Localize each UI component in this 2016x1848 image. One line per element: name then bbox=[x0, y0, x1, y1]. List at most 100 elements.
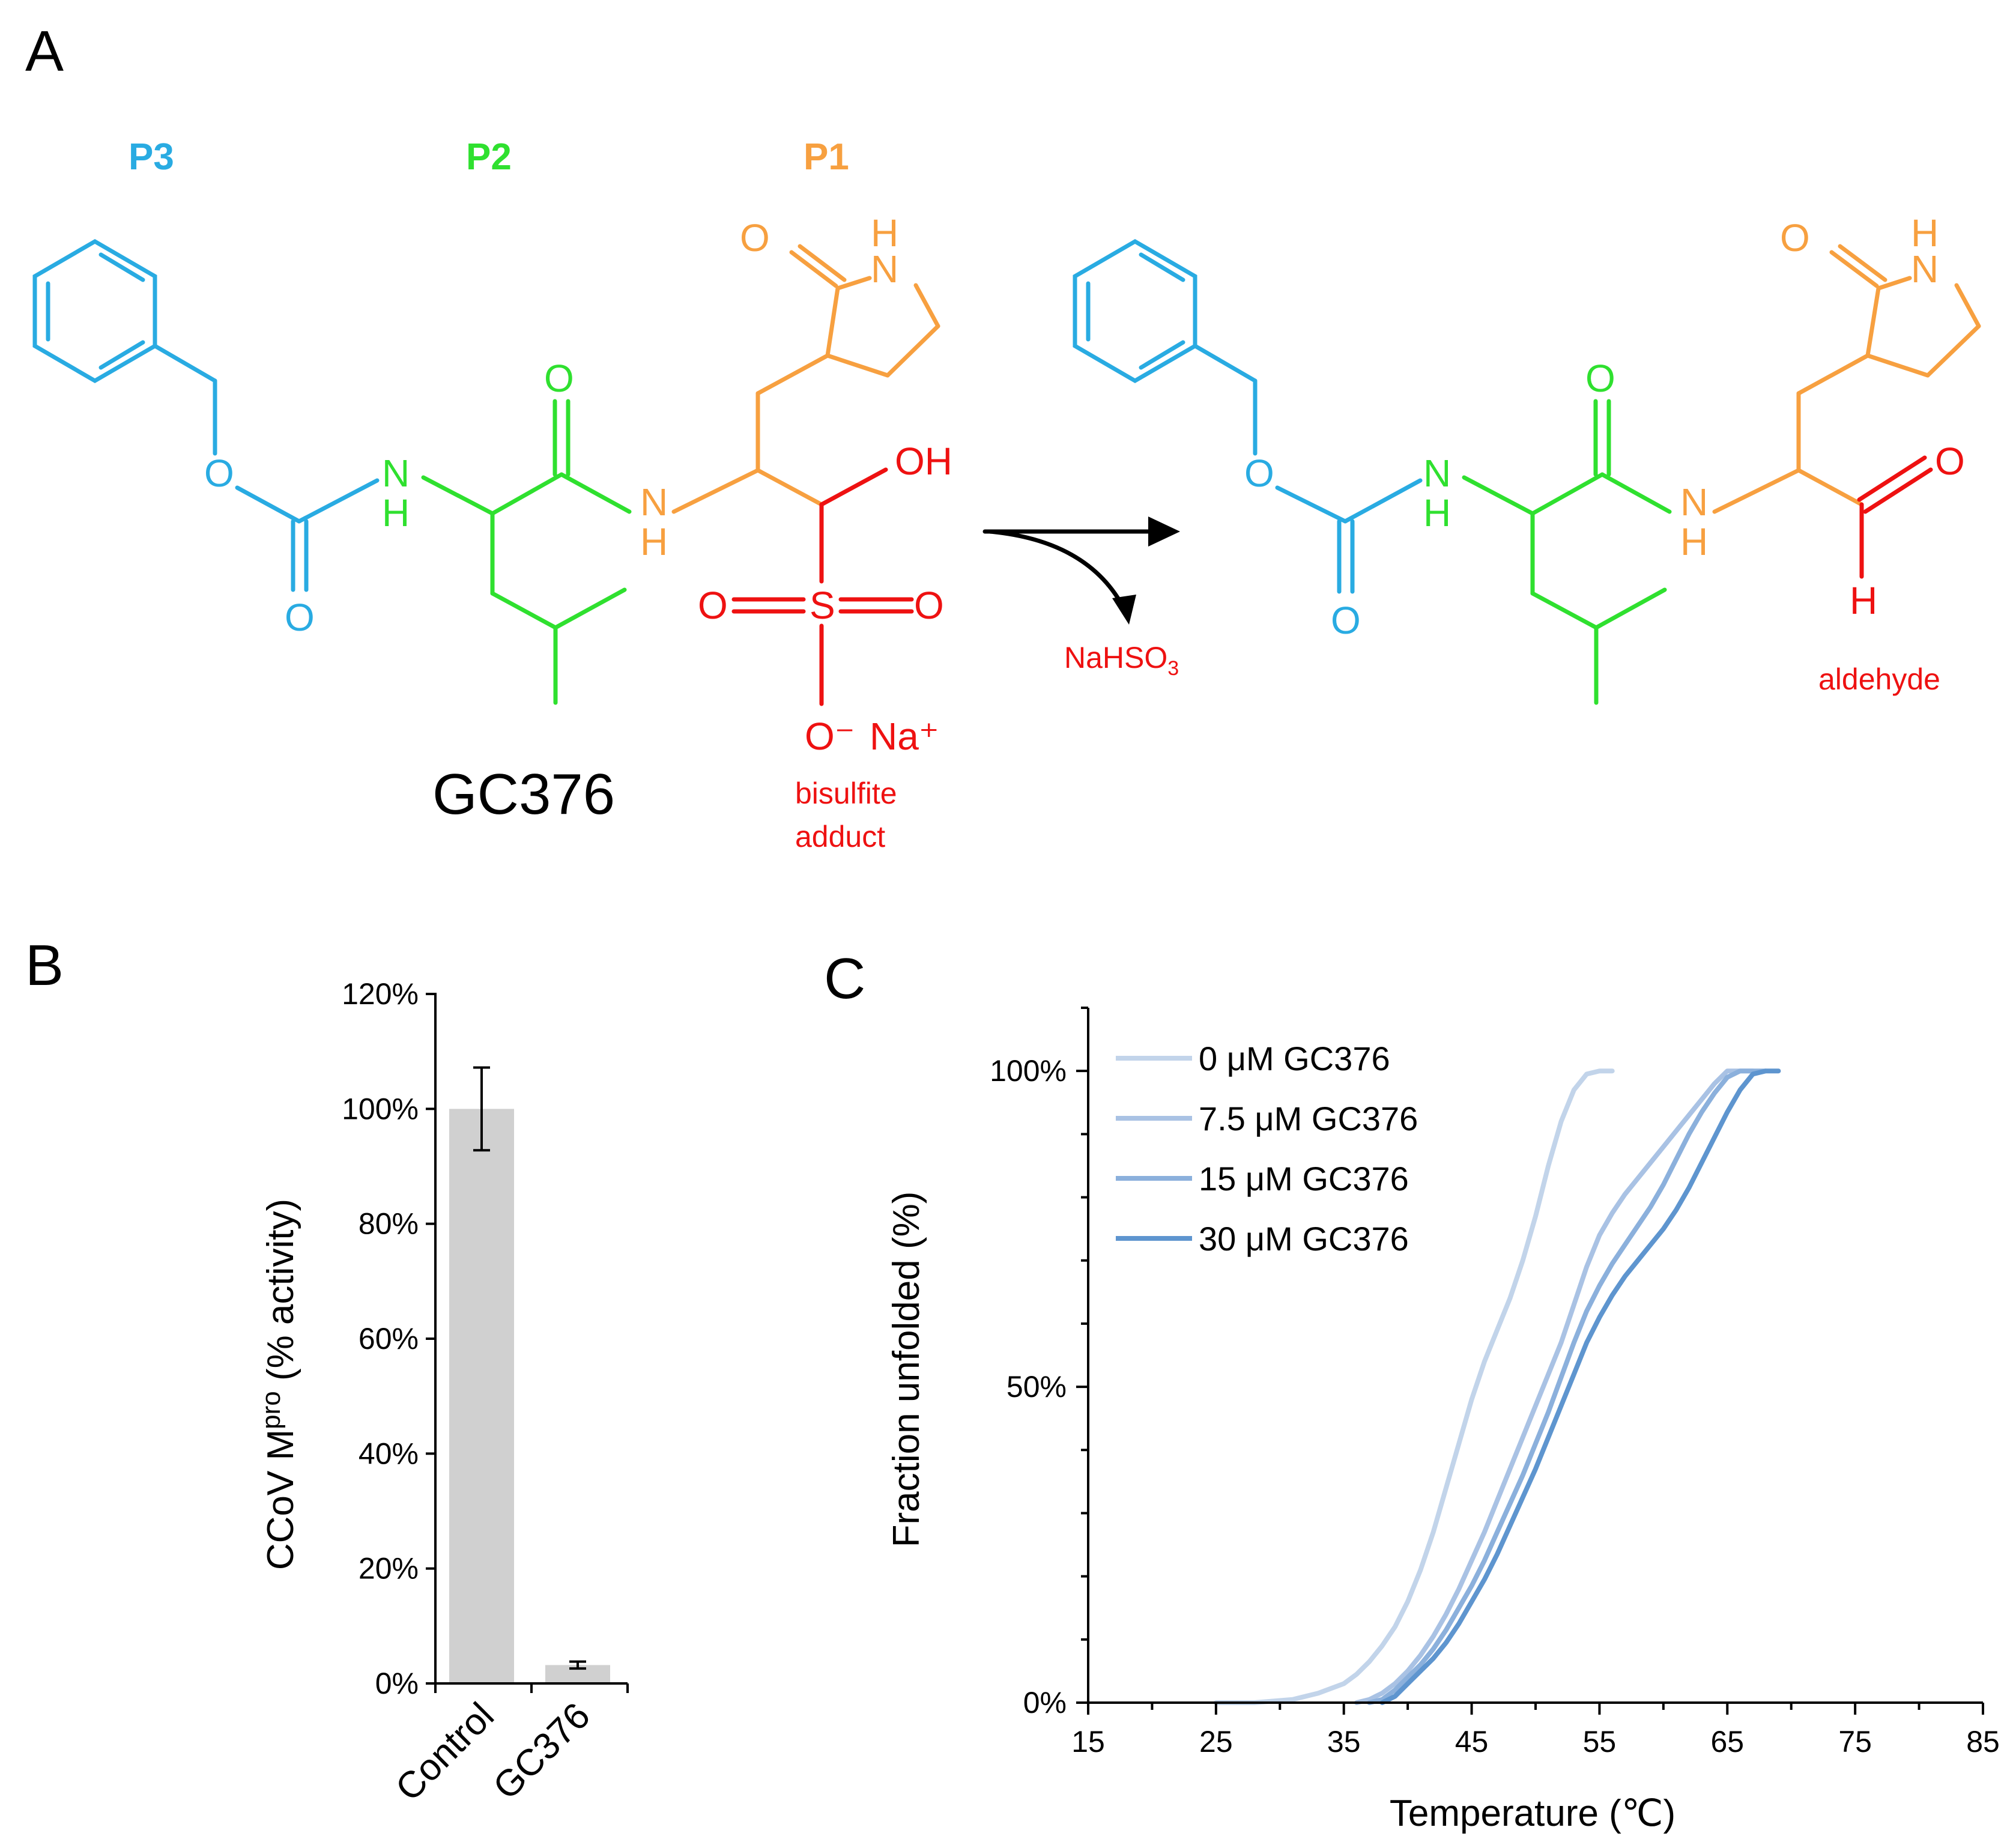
reagent-formula: NaHSO bbox=[1064, 641, 1167, 674]
gc376-o-ether: O bbox=[204, 452, 234, 495]
bar-chart-y-title-tail: (% activity) bbox=[260, 1199, 301, 1391]
aldehyde-n-p1: N bbox=[1680, 480, 1708, 524]
line-chart-x-ticks: 15 25 35 45 55 65 75 85 bbox=[1071, 1725, 2000, 1759]
line-x-tick-label: 75 bbox=[1838, 1725, 1872, 1759]
bar-chart-axes bbox=[434, 993, 629, 1693]
gc376-oh: OH bbox=[895, 440, 952, 483]
adduct-label-line1: bisulfite bbox=[795, 777, 897, 810]
bar-y-tick-label: 60% bbox=[359, 1322, 419, 1356]
legend-label: 0 μM GC376 bbox=[1199, 1040, 1390, 1077]
aldehyde-p1-bonds bbox=[1712, 244, 1981, 514]
aldehyde-o-carbonyl-p3: O bbox=[1331, 599, 1361, 642]
line-x-tick-label: 85 bbox=[1966, 1725, 2000, 1759]
aldehyde-warhead-bonds bbox=[1857, 455, 1933, 579]
line-x-tick-label: 45 bbox=[1455, 1725, 1489, 1759]
aldehyde-h-p2: H bbox=[1423, 491, 1451, 535]
line-chart-legend: 0 μM GC376 7.5 μM GC376 15 μM GC376 30 μM G… bbox=[1116, 1040, 1418, 1258]
gc376-p3-bonds bbox=[32, 238, 380, 592]
legend-label: 30 μM GC376 bbox=[1199, 1220, 1409, 1258]
bar-y-tick-label: 20% bbox=[359, 1552, 419, 1586]
aldehyde-n-lactam: N bbox=[1911, 247, 1939, 291]
gc376-h-p2: H bbox=[382, 491, 410, 535]
gc376-n-lactam: N bbox=[871, 247, 898, 291]
bar-chart-y-title-sup: pro bbox=[256, 1391, 286, 1429]
adduct-label-line2: adduct bbox=[795, 820, 885, 853]
gc376-structure: O O N H O bbox=[32, 211, 952, 853]
aldehyde-h-p1: H bbox=[1680, 520, 1708, 563]
aldehyde-p2-bonds bbox=[1462, 399, 1672, 705]
line-x-tick-label: 25 bbox=[1199, 1725, 1233, 1759]
aldehyde-p3-bonds bbox=[1073, 238, 1423, 594]
bar-y-tick-label: 100% bbox=[342, 1092, 419, 1125]
bar-chart-y-axis-title: CCoV Mpro (% activity) bbox=[256, 1199, 301, 1570]
line-chart-curves bbox=[1213, 1068, 1781, 1705]
panel-a-letter: A bbox=[25, 19, 64, 83]
gc376-o-sulfonyl-left: O bbox=[698, 584, 728, 627]
bar-y-tick-label: 80% bbox=[359, 1207, 419, 1241]
gc376-p2-bonds bbox=[421, 399, 632, 705]
line-x-tick-label: 15 bbox=[1071, 1725, 1105, 1759]
gc376-na-plus: Na⁺ bbox=[870, 715, 939, 758]
bar-chart-y-ticks: 0% 20% 40% 60% 80% 100% 120% bbox=[342, 977, 435, 1700]
line-y-tick-label: 0% bbox=[1023, 1686, 1067, 1719]
panel-b-letter: B bbox=[25, 933, 64, 998]
gc376-s: S bbox=[810, 584, 835, 627]
panel-c: C 0% 50% 100% 15 25 35 45 55 65 75 85 0 μM GC376 7… bbox=[824, 947, 2000, 1834]
melt-curve-series bbox=[1379, 1068, 1781, 1705]
legend-label: 7.5 μM GC376 bbox=[1199, 1100, 1418, 1138]
gc376-o-sulfonyl-right: O bbox=[914, 584, 944, 627]
bar-y-tick-label: 40% bbox=[359, 1437, 419, 1470]
gc376-o-lactam: O bbox=[740, 216, 770, 259]
bar-y-tick-label: 120% bbox=[342, 977, 419, 1011]
aldehyde-o: O bbox=[1935, 440, 1965, 483]
gc376-benzene-ring bbox=[32, 238, 157, 384]
legend-label: 15 μM GC376 bbox=[1199, 1160, 1409, 1198]
reaction-arrowhead bbox=[1148, 517, 1180, 547]
product-label: aldehyde bbox=[1818, 662, 1940, 696]
aldehyde-n-p2: N bbox=[1423, 452, 1451, 495]
region-label-p3: P3 bbox=[129, 136, 174, 178]
region-label-p2: P2 bbox=[466, 136, 512, 178]
reaction-curved-arrowhead bbox=[1112, 595, 1136, 625]
gc376-n-p1: N bbox=[640, 480, 668, 524]
reagent-label: NaHSO3 bbox=[1064, 641, 1179, 680]
line-x-tick-label: 55 bbox=[1583, 1725, 1617, 1759]
gc376-o-carbonyl-p2: O bbox=[544, 357, 574, 400]
bar-y-tick-label: 0% bbox=[375, 1667, 419, 1700]
aldehyde-structure: O O N H O bbox=[1073, 211, 1981, 705]
aldehyde-o-ether: O bbox=[1244, 452, 1274, 495]
melt-curve-series bbox=[1367, 1068, 1769, 1705]
panel-a: A P3 P2 P1 O O bbox=[25, 19, 1981, 853]
gc376-p1-bonds bbox=[671, 244, 940, 514]
line-chart-y-ticks: 0% 50% 100% bbox=[990, 1054, 1067, 1719]
line-y-tick-label: 50% bbox=[1006, 1370, 1067, 1404]
aldehyde-h: H bbox=[1850, 579, 1877, 622]
gc376-n-p2: N bbox=[382, 452, 410, 495]
bar-x-category-label: Control bbox=[388, 1695, 502, 1809]
line-x-tick-label: 65 bbox=[1710, 1725, 1744, 1759]
aldehyde-o-carbonyl-p2: O bbox=[1585, 357, 1615, 400]
reaction-arrow bbox=[982, 529, 1161, 609]
line-chart-axes bbox=[1076, 1007, 1984, 1715]
aldehyde-benzene-ring bbox=[1073, 238, 1197, 384]
gc376-h-lactam: H bbox=[871, 211, 898, 255]
panel-c-letter: C bbox=[824, 947, 865, 1011]
bar bbox=[449, 1109, 514, 1683]
bar-chart-y-title-main: CCoV M bbox=[260, 1429, 301, 1570]
melt-curve-series bbox=[1354, 1068, 1755, 1705]
line-x-tick-label: 35 bbox=[1327, 1725, 1361, 1759]
gc376-o-minus: O⁻ bbox=[805, 715, 855, 758]
gc376-h-p1: H bbox=[640, 520, 668, 563]
aldehyde-h-lactam: H bbox=[1911, 211, 1939, 255]
compound-name: GC376 bbox=[432, 762, 615, 826]
gc376-warhead-bonds bbox=[731, 467, 914, 706]
bar-x-category-label: GC376 bbox=[485, 1695, 598, 1808]
region-label-p1: P1 bbox=[804, 136, 849, 178]
melt-curve-series bbox=[1213, 1068, 1615, 1705]
gc376-o-carbonyl-p3: O bbox=[285, 596, 315, 639]
line-chart-x-axis-title: Temperature (℃) bbox=[1390, 1793, 1675, 1834]
reagent-subscript: 3 bbox=[1167, 657, 1179, 680]
